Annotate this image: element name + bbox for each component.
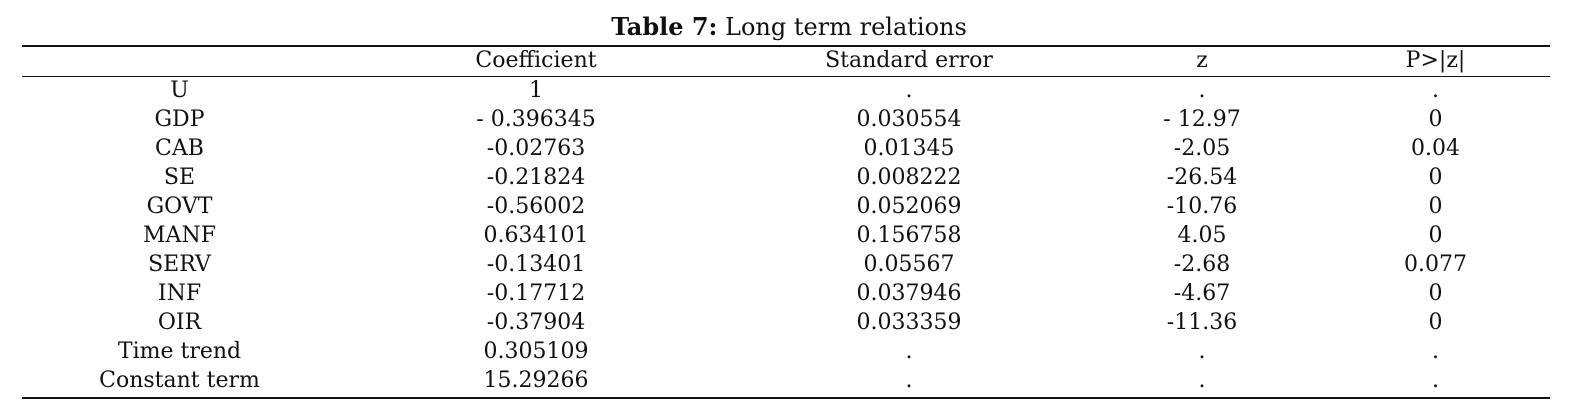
row-z: . (1198, 339, 1206, 364)
row-standard-error: 0.033359 (856, 310, 962, 335)
row-variable: SE (163, 165, 196, 190)
row-p-value: 0 (1428, 223, 1443, 248)
row-p-value: . (1432, 339, 1439, 364)
row-variable: GDP (154, 107, 205, 132)
table-row: INF -0.17712 0.037946 -4.67 0 (22, 279, 1550, 308)
long-term-relations-table: Coefficient Standard error z P>|z| U 1 .… (22, 46, 1550, 395)
row-variable: OIR (157, 310, 202, 335)
row-p-value: 0 (1428, 107, 1443, 132)
table-row: GOVT -0.56002 0.052069 -10.76 0 (22, 192, 1550, 221)
row-z: . (1198, 78, 1206, 103)
row-variable: SERV (148, 252, 211, 277)
header-z: z (1196, 48, 1208, 73)
table-row: U 1 . . . (22, 76, 1550, 105)
row-p-value: 0.077 (1404, 252, 1467, 277)
table-row: MANF 0.634101 0.156758 4.05 0 (22, 221, 1550, 250)
row-coefficient: 1 (529, 78, 543, 103)
row-standard-error: . (905, 78, 913, 103)
row-p-value: 0 (1428, 165, 1443, 190)
table-caption-text: Long term relations (725, 13, 967, 41)
row-standard-error: 0.037946 (856, 281, 962, 306)
table-row: GDP - 0.396345 0.030554 - 12.97 0 (22, 105, 1550, 134)
row-z: -2.68 (1173, 252, 1231, 277)
row-variable: CAB (155, 136, 204, 161)
table-caption-label: Table 7: (611, 12, 718, 41)
row-coefficient: 15.29266 (483, 368, 589, 393)
row-coefficient: -0.37904 (486, 310, 586, 335)
row-standard-error: 0.030554 (856, 107, 962, 132)
row-coefficient: -0.17712 (486, 281, 586, 306)
table-row: CAB -0.02763 0.01345 -2.05 0.04 (22, 134, 1550, 163)
header-variable (22, 46, 337, 76)
row-z: 4.05 (1177, 223, 1227, 248)
table-top-rule (22, 45, 1550, 47)
row-standard-error: 0.05567 (863, 252, 955, 277)
row-p-value: 0.04 (1411, 136, 1460, 161)
header-coefficient: Coefficient (475, 48, 597, 73)
row-coefficient: 0.305109 (483, 339, 589, 364)
row-standard-error: 0.008222 (856, 165, 962, 190)
row-p-value: . (1432, 368, 1439, 393)
table-row: SE -0.21824 0.008222 -26.54 0 (22, 163, 1550, 192)
row-variable: Constant term (99, 368, 260, 393)
row-variable: INF (157, 281, 202, 306)
row-coefficient: -0.56002 (486, 194, 586, 219)
row-variable: U (170, 78, 189, 103)
table-row: OIR -0.37904 0.033359 -11.36 0 (22, 308, 1550, 337)
row-z: -4.67 (1173, 281, 1231, 306)
row-p-value: 0 (1428, 310, 1443, 335)
table-bottom-rule (22, 397, 1550, 399)
row-variable: Time trend (117, 339, 242, 364)
row-standard-error: . (905, 368, 913, 393)
row-standard-error: 0.156758 (856, 223, 962, 248)
row-p-value: 0 (1428, 194, 1443, 219)
row-z: -10.76 (1166, 194, 1238, 219)
row-z: -11.36 (1166, 310, 1238, 335)
table-caption: Table 7: Long term relations (0, 12, 1578, 42)
row-standard-error: 0.01345 (863, 136, 955, 161)
row-coefficient: - 0.396345 (476, 107, 596, 132)
row-z: - 12.97 (1163, 107, 1241, 132)
table-row: SERV -0.13401 0.05567 -2.68 0.077 (22, 250, 1550, 279)
row-coefficient: -0.21824 (486, 165, 586, 190)
row-standard-error: 0.052069 (856, 194, 962, 219)
row-coefficient: -0.02763 (486, 136, 586, 161)
table-row: Constant term 15.29266 . . . (22, 366, 1550, 395)
row-variable: MANF (143, 223, 216, 248)
row-p-value: 0 (1428, 281, 1443, 306)
row-p-value: . (1432, 78, 1439, 103)
row-z: -26.54 (1166, 165, 1238, 190)
row-z: . (1198, 368, 1206, 393)
row-z: -2.05 (1173, 136, 1231, 161)
row-coefficient: 0.634101 (483, 223, 589, 248)
row-variable: GOVT (146, 194, 213, 219)
row-standard-error: . (905, 339, 913, 364)
table-row: Time trend 0.305109 . . . (22, 337, 1550, 366)
header-p-value: P>|z| (1405, 48, 1466, 73)
table-header-rule (22, 76, 1550, 77)
row-coefficient: -0.13401 (486, 252, 586, 277)
header-standard-error: Standard error (825, 48, 993, 73)
table-header-row: Coefficient Standard error z P>|z| (22, 46, 1550, 76)
